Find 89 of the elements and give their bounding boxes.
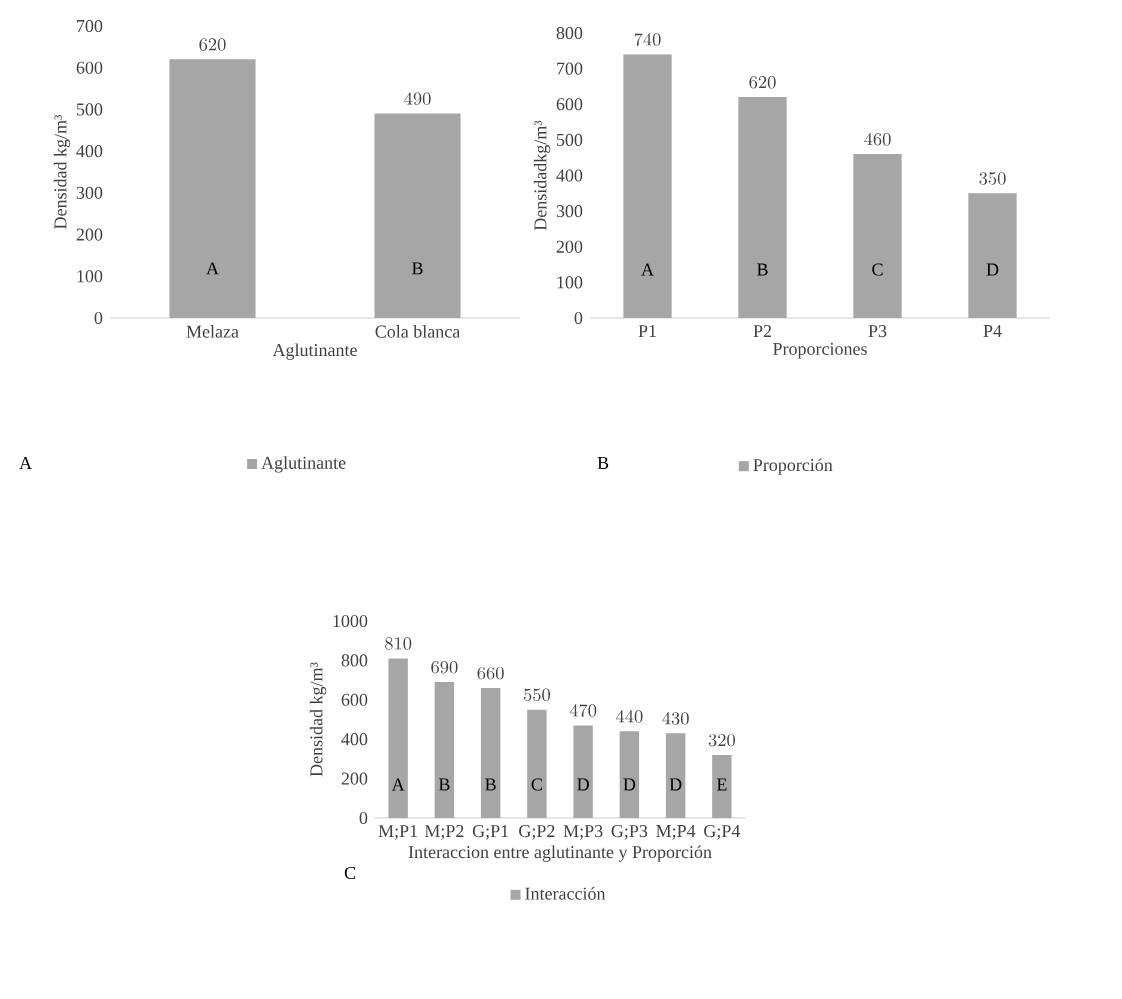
- data-label: 740: [634, 33, 661, 46]
- annotation: C: [872, 263, 883, 276]
- x-tick-label: Cola blanca: [375, 325, 461, 338]
- y-tick-label: 0: [359, 811, 368, 825]
- bar: [853, 154, 902, 318]
- annotation: D: [669, 778, 682, 791]
- data-label: 660: [477, 666, 504, 680]
- y-axis-title: Densidad kg/m³: [309, 662, 327, 777]
- legend-label: Aglutinante: [261, 456, 346, 473]
- annotation: B: [438, 778, 450, 791]
- y-tick-label: 600: [76, 61, 103, 74]
- annotation: D: [986, 263, 999, 276]
- annotation: B: [757, 263, 768, 276]
- y-tick-label: 800: [556, 26, 583, 40]
- annotation: C: [531, 778, 542, 791]
- bar: [573, 725, 593, 818]
- data-label: 490: [404, 92, 431, 105]
- data-label: 460: [864, 132, 891, 146]
- y-tick-label: 200: [76, 228, 103, 241]
- annotation: D: [623, 778, 636, 791]
- y-tick-label: 0: [94, 311, 103, 325]
- x-axis-title: Interaccion entre aglutinante y Proporción: [408, 845, 712, 862]
- x-tick-label: M;P4: [656, 825, 696, 840]
- y-tick-label: 400: [556, 169, 583, 182]
- annotation: A: [641, 263, 654, 276]
- y-tick-label: 100: [557, 276, 583, 289]
- bar: [388, 658, 408, 818]
- x-tick-label: G;P4: [704, 825, 741, 840]
- annotation: B: [412, 262, 423, 275]
- x-tick-label: P3: [868, 325, 887, 338]
- data-label: 430: [662, 712, 689, 725]
- y-tick-label: 600: [341, 693, 368, 706]
- bar: [968, 193, 1017, 318]
- data-label: 690: [431, 661, 458, 674]
- y-tick-label: 600: [556, 98, 583, 111]
- y-tick-label: 200: [341, 772, 368, 785]
- y-tick-label: 1000: [333, 614, 368, 628]
- x-tick-label: P2: [753, 325, 772, 337]
- data-label: 470: [569, 704, 597, 717]
- data-label: 440: [616, 710, 643, 723]
- bar: [712, 754, 732, 818]
- text: B: [597, 457, 609, 469]
- bar: [619, 731, 640, 818]
- x-axis-title: Aglutinante: [272, 343, 357, 360]
- annotation: E: [716, 778, 727, 791]
- bar: [665, 733, 686, 818]
- text: A: [19, 457, 32, 469]
- x-tick-label: P1: [638, 325, 656, 337]
- bar: [480, 687, 501, 818]
- x-tick-label: Melaza: [186, 325, 239, 338]
- data-label: 810: [385, 637, 412, 650]
- x-tick-label: M;P1: [378, 825, 418, 840]
- bar: [434, 682, 455, 818]
- text: C: [344, 866, 356, 880]
- y-tick-label: 500: [556, 133, 583, 146]
- y-axis-title: Densidad kg/m³: [53, 114, 71, 229]
- y-axis-title: Densidadkg/m³: [533, 120, 551, 231]
- x-tick-label: P4: [983, 325, 1002, 337]
- annotation: A: [391, 778, 405, 791]
- y-tick-label: 0: [574, 311, 583, 325]
- annotation: D: [577, 778, 589, 791]
- y-tick-label: 100: [77, 270, 103, 283]
- y-tick-label: 700: [77, 19, 103, 33]
- x-tick-label: M;P3: [563, 825, 603, 840]
- data-label: 620: [199, 38, 226, 51]
- bar: [527, 709, 547, 818]
- x-tick-label: G;P1: [472, 825, 509, 840]
- x-axis-title: Proporciones: [773, 342, 867, 359]
- bar: [738, 97, 787, 318]
- x-tick-label: G;P2: [519, 825, 555, 840]
- y-tick-label: 500: [76, 103, 103, 116]
- bar: [623, 54, 672, 318]
- y-tick-label: 700: [557, 62, 583, 75]
- legend-label: Interacción: [525, 887, 606, 900]
- annotation: A: [206, 262, 219, 275]
- x-tick-label: M;P2: [424, 825, 464, 840]
- data-label: 620: [749, 76, 776, 89]
- y-tick-label: 400: [76, 145, 103, 158]
- legend-label: Proporción: [753, 458, 833, 475]
- data-label: 350: [979, 172, 1006, 185]
- y-tick-label: 300: [556, 205, 583, 218]
- y-tick-label: 800: [341, 654, 368, 667]
- x-tick-label: G;P3: [611, 825, 648, 840]
- y-tick-label: 400: [341, 733, 368, 746]
- data-label: 550: [523, 688, 551, 701]
- y-tick-label: 300: [76, 186, 103, 199]
- data-label: 320: [708, 733, 736, 747]
- y-tick-label: 200: [556, 240, 583, 253]
- annotation: B: [485, 778, 496, 791]
